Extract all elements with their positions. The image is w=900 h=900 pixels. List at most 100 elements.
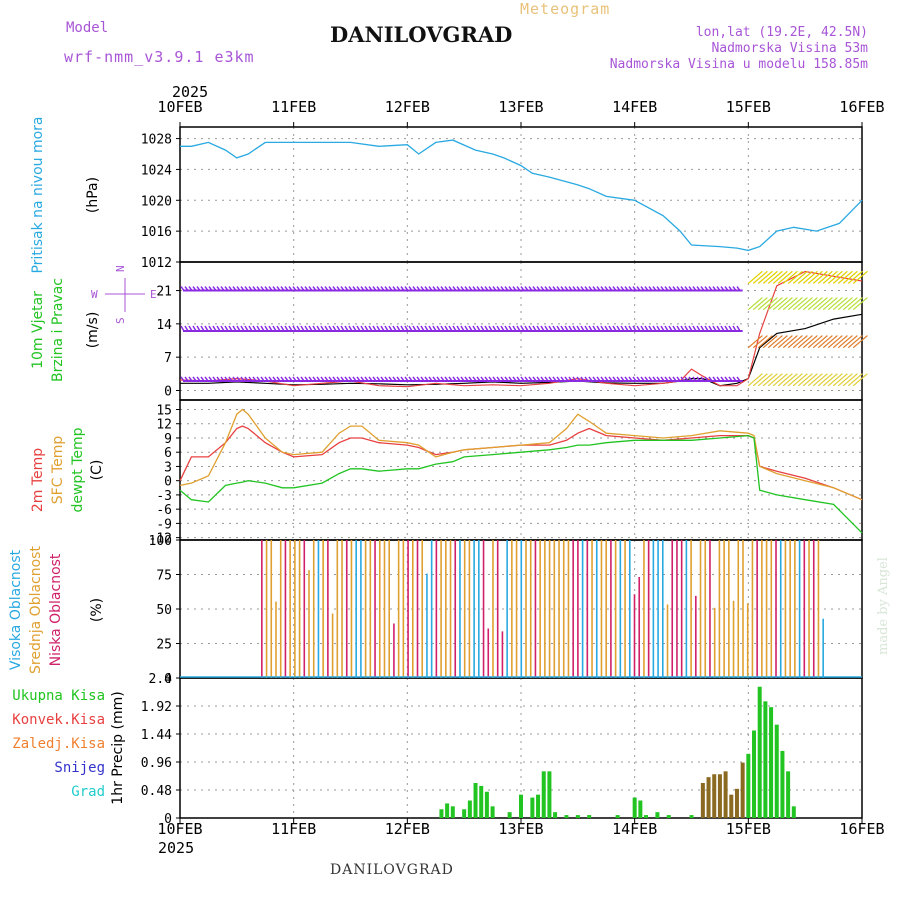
precip-bar bbox=[780, 750, 785, 818]
chart-title: DANILOVGRAD bbox=[330, 22, 513, 47]
temp-line-2 bbox=[179, 434, 863, 534]
pressure-ytick-label: 1020 bbox=[141, 194, 172, 209]
temperature-ytick-label: 12 bbox=[156, 418, 172, 433]
precip-bar bbox=[541, 771, 546, 818]
temperature-ytick-label: 9 bbox=[164, 432, 172, 447]
time-label-bottom: 14FEB bbox=[612, 820, 657, 838]
cloud-ylabel-1: Visoka Oblacnost bbox=[8, 549, 24, 670]
cloud-ylabel-3: Niska Oblacnost bbox=[48, 553, 64, 666]
precip-bar bbox=[479, 785, 484, 818]
cloud-ytick-label: 100 bbox=[149, 534, 172, 549]
precip-bar bbox=[746, 753, 751, 818]
temp-line-1 bbox=[179, 408, 863, 501]
precip-ylabel: 1hr Precip (mm) bbox=[110, 691, 126, 804]
precip-bar bbox=[791, 806, 796, 818]
precip-ytick-label: 2.4 bbox=[149, 672, 173, 687]
pressure-unit: (hPa) bbox=[85, 177, 101, 213]
time-label-top: 10FEB bbox=[157, 98, 202, 116]
time-label-top: 14FEB bbox=[612, 98, 657, 116]
precip-legend-0: Ukupna Kisa bbox=[12, 688, 105, 704]
temperature-ytick-label: -6 bbox=[156, 503, 172, 518]
precip-bar bbox=[734, 788, 739, 818]
wind-barb-ticks bbox=[180, 325, 741, 332]
temp-ylabel-2: SFC Temp bbox=[50, 436, 66, 505]
precip-bar bbox=[575, 815, 580, 818]
wind-ylabel-2: Brzina i Pravac bbox=[50, 278, 66, 382]
time-label-bottom: 10FEB bbox=[157, 820, 202, 838]
time-label-bottom: 11FEB bbox=[271, 820, 316, 838]
precip-bar bbox=[655, 812, 660, 818]
wind-barb-strong bbox=[748, 271, 868, 284]
model-run: wrf-nmm_v3.9.1 e3km bbox=[64, 48, 255, 66]
precip-bar bbox=[615, 815, 620, 818]
precip-ytick-label: 0 bbox=[164, 812, 172, 827]
precip-bar bbox=[706, 777, 711, 818]
wind-barb-ticks bbox=[180, 286, 741, 292]
precip-bar bbox=[507, 812, 512, 818]
wind-ytick-label: 14 bbox=[156, 318, 172, 333]
time-label-top: 11FEB bbox=[271, 98, 316, 116]
temperature-ytick-label: -3 bbox=[156, 489, 172, 504]
time-label-bottom: 13FEB bbox=[498, 820, 543, 838]
precip-bar bbox=[564, 815, 569, 818]
precip-ytick-label: 0.48 bbox=[141, 784, 172, 799]
time-label-bottom: 12FEB bbox=[385, 820, 430, 838]
precip-bar bbox=[757, 686, 762, 818]
precip-bar bbox=[632, 797, 637, 818]
wind-ylabel-1: 10m Vjetar bbox=[30, 291, 46, 369]
cloud-ytick-label: 25 bbox=[156, 638, 172, 653]
precip-legend-4: Grad bbox=[71, 784, 105, 800]
precip-bar bbox=[638, 800, 643, 818]
temp-ylabel-1: 2m Temp bbox=[30, 448, 46, 512]
precip-bar bbox=[717, 774, 722, 818]
temperature-ytick-label: -9 bbox=[156, 517, 172, 532]
precip-ytick-label: 1.92 bbox=[141, 700, 172, 715]
wind-barb-ticks bbox=[180, 376, 741, 382]
pressure-frame bbox=[179, 126, 863, 263]
precip-bar bbox=[473, 783, 478, 818]
precip-bar bbox=[547, 771, 552, 818]
precip-bar bbox=[553, 812, 558, 818]
year-label-bottom: 2025 bbox=[158, 839, 194, 857]
altitude-label: Nadmorska Visina 53m bbox=[711, 41, 868, 56]
cloud-ytick-label: 0 bbox=[164, 672, 172, 687]
precip-bar bbox=[689, 815, 694, 818]
pressure-ytick-label: 1024 bbox=[141, 163, 172, 178]
precip-bar bbox=[530, 797, 535, 818]
wind-barb-strong bbox=[748, 373, 868, 387]
pressure-ytick-label: 1012 bbox=[141, 256, 172, 271]
wind-dir-key-s: S bbox=[114, 317, 127, 324]
precip-bar bbox=[786, 771, 791, 818]
time-label-bottom: 16FEB bbox=[839, 820, 884, 838]
precip-bar bbox=[666, 815, 671, 818]
footer-title: DANILOVGRAD bbox=[330, 862, 454, 878]
precip-bar bbox=[587, 815, 592, 818]
precip-bar bbox=[467, 800, 472, 818]
wind-ytick-label: 0 bbox=[164, 384, 172, 399]
precip-legend-3: Snijeg bbox=[54, 760, 105, 776]
wind-barb-strong bbox=[748, 335, 868, 349]
temp-ylabel-3: dewpt Temp bbox=[70, 427, 86, 512]
lonlat-label: lon,lat (19.2E, 42.5N) bbox=[695, 25, 868, 40]
wind-ytick-label: 21 bbox=[156, 285, 172, 300]
cloud-unit: (%) bbox=[89, 598, 105, 622]
precip-bar bbox=[774, 724, 779, 818]
wind-barb-strong bbox=[748, 297, 868, 310]
pressure-ylabel: Pritisak na nivou mora bbox=[30, 116, 46, 273]
time-label-bottom: 15FEB bbox=[726, 820, 771, 838]
temp-unit: (C) bbox=[89, 460, 105, 481]
precip-bar bbox=[536, 794, 541, 818]
temperature-ytick-label: -12 bbox=[149, 532, 172, 547]
precip-bar bbox=[712, 774, 717, 818]
precip-ytick-label: 0.96 bbox=[141, 756, 172, 771]
wind-ytick-label: 7 bbox=[164, 351, 172, 366]
precip-legend-1: Konvek.Kisa bbox=[12, 712, 105, 728]
time-label-top: 13FEB bbox=[498, 98, 543, 116]
precip-bar bbox=[445, 803, 450, 818]
temperature-ytick-label: 15 bbox=[156, 403, 172, 418]
temperature-ytick-label: 6 bbox=[164, 446, 172, 461]
cloud-ylabel-2: Srednja Oblacnost bbox=[28, 546, 44, 674]
pressure-ytick-label: 1028 bbox=[141, 133, 172, 148]
precip-ytick-label: 1.44 bbox=[141, 728, 172, 743]
model-altitude-label: Nadmorska Visina u modelu 158.85m bbox=[609, 57, 868, 72]
